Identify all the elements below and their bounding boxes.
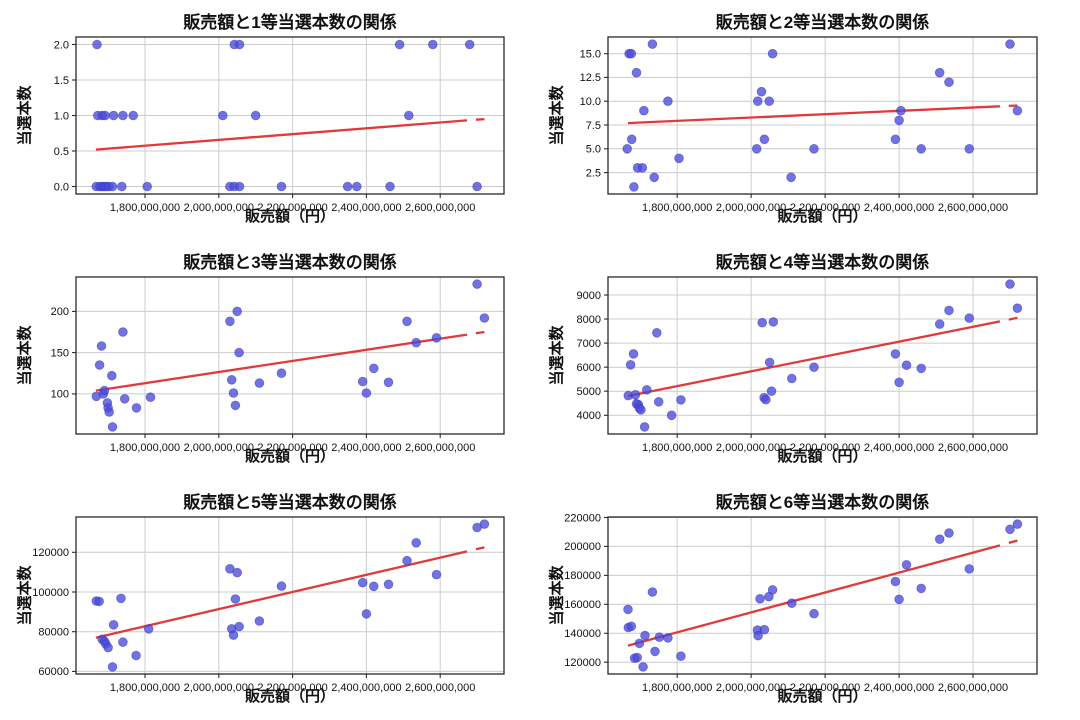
svg-text:100000: 100000 <box>32 587 69 599</box>
svg-text:2,200,000,000: 2,200,000,000 <box>257 202 327 214</box>
x-axis-label: 販売額（円） <box>777 208 868 225</box>
svg-text:2,400,000,000: 2,400,000,000 <box>864 682 934 694</box>
subplot-prize-1: 1,800,000,000 2,000,000,000 2,200,000,000 2… <box>0 0 540 240</box>
svg-text:12.5: 12.5 <box>580 72 601 84</box>
x-axis-label: 販売額（円） <box>244 448 335 465</box>
plot-title: 販売額と2等当選本数の関係 <box>715 13 930 32</box>
svg-text:7.5: 7.5 <box>586 120 601 132</box>
scatter-canvas-prize-3: 1,800,000,000 2,000,000,000 2,200,000,000 2… <box>0 240 540 480</box>
svg-text:2,600,000,000: 2,600,000,000 <box>938 442 1008 454</box>
svg-text:200: 200 <box>51 306 69 318</box>
svg-text:2,400,000,000: 2,400,000,000 <box>864 442 934 454</box>
svg-text:1.5: 1.5 <box>54 75 69 87</box>
svg-text:1,800,000,000: 1,800,000,000 <box>110 202 180 214</box>
svg-text:2,600,000,000: 2,600,000,000 <box>405 442 475 454</box>
subplot-prize-2: 1,800,000,000 2,000,000,000 2,200,000,000 2… <box>540 0 1080 240</box>
y-axis-label-text: 当選本数 <box>16 85 34 146</box>
svg-text:2,400,000,000: 2,400,000,000 <box>331 682 401 694</box>
scatter-canvas-prize-6: 1,800,000,000 2,000,000,000 2,200,000,000 2… <box>540 480 1080 720</box>
subplot-prize-3: 1,800,000,000 2,000,000,000 2,200,000,000 2… <box>0 240 540 480</box>
y-axis-label: 当選本数 <box>544 277 568 434</box>
svg-text:2.0: 2.0 <box>54 39 69 51</box>
svg-text:6000: 6000 <box>577 362 601 374</box>
svg-text:15.0: 15.0 <box>580 49 601 61</box>
subplot-prize-5: 1,800,000,000 2,000,000,000 2,200,000,000 2… <box>0 480 540 720</box>
svg-text:2,400,000,000: 2,400,000,000 <box>864 202 934 214</box>
y-axis-label: 当選本数 <box>544 37 568 194</box>
svg-text:2,200,000,000: 2,200,000,000 <box>257 442 327 454</box>
svg-text:2,600,000,000: 2,600,000,000 <box>405 682 475 694</box>
svg-text:2,000,000,000: 2,000,000,000 <box>716 442 786 454</box>
x-axis-label: 販売額（円） <box>244 688 335 705</box>
svg-text:140000: 140000 <box>564 628 601 640</box>
svg-text:2,400,000,000: 2,400,000,000 <box>331 202 401 214</box>
x-axis-label: 販売額（円） <box>777 448 868 465</box>
y-axis-label: 当選本数 <box>12 37 36 194</box>
svg-text:8000: 8000 <box>577 314 601 326</box>
svg-text:2,200,000,000: 2,200,000,000 <box>790 202 860 214</box>
svg-text:2,600,000,000: 2,600,000,000 <box>938 682 1008 694</box>
svg-text:2,200,000,000: 2,200,000,000 <box>790 682 860 694</box>
subplot-prize-4: 1,800,000,000 2,000,000,000 2,200,000,000 2… <box>540 240 1080 480</box>
svg-text:2,600,000,000: 2,600,000,000 <box>938 202 1008 214</box>
svg-text:120000: 120000 <box>564 657 601 669</box>
svg-text:100: 100 <box>51 389 69 401</box>
plot-title: 販売額と4等当選本数の関係 <box>715 253 930 272</box>
plot-title: 販売額と6等当選本数の関係 <box>715 493 930 512</box>
plot-title: 販売額と3等当選本数の関係 <box>183 253 397 272</box>
y-axis-label: 当選本数 <box>12 277 36 434</box>
svg-text:2.5: 2.5 <box>586 167 601 179</box>
scatter-canvas-prize-4: 1,800,000,000 2,000,000,000 2,200,000,000 2… <box>540 240 1080 480</box>
y-axis-label-text: 当選本数 <box>16 565 34 626</box>
svg-text:2,000,000,000: 2,000,000,000 <box>716 682 786 694</box>
svg-text:2,000,000,000: 2,000,000,000 <box>184 682 254 694</box>
scatter-canvas-prize-2: 1,800,000,000 2,000,000,000 2,200,000,000 2… <box>540 0 1080 240</box>
plot-title: 販売額と1等当選本数の関係 <box>183 13 397 32</box>
svg-text:2,600,000,000: 2,600,000,000 <box>405 202 475 214</box>
svg-text:1,800,000,000: 1,800,000,000 <box>110 442 180 454</box>
y-axis-label-text: 当選本数 <box>548 325 566 386</box>
y-axis-label: 当選本数 <box>544 517 568 674</box>
svg-text:2,200,000,000: 2,200,000,000 <box>257 682 327 694</box>
x-axis-label: 販売額（円） <box>244 208 335 225</box>
y-axis-label-text: 当選本数 <box>548 85 566 146</box>
svg-text:2,000,000,000: 2,000,000,000 <box>716 202 786 214</box>
svg-text:5.0: 5.0 <box>586 144 601 156</box>
svg-text:200000: 200000 <box>564 541 601 553</box>
svg-text:150: 150 <box>51 347 69 359</box>
plot-title: 販売額と5等当選本数の関係 <box>183 493 397 512</box>
svg-text:0.0: 0.0 <box>54 181 69 193</box>
svg-text:1,800,000,000: 1,800,000,000 <box>642 202 712 214</box>
svg-text:2,000,000,000: 2,000,000,000 <box>184 442 254 454</box>
subplot-prize-6: 1,800,000,000 2,000,000,000 2,200,000,000 2… <box>540 480 1080 720</box>
svg-text:160000: 160000 <box>564 599 601 611</box>
svg-text:5000: 5000 <box>577 386 601 398</box>
svg-text:0.5: 0.5 <box>54 146 69 158</box>
y-axis-label-text: 当選本数 <box>548 565 566 626</box>
scatter-canvas-prize-5: 1,800,000,000 2,000,000,000 2,200,000,000 2… <box>0 480 540 720</box>
svg-text:1,800,000,000: 1,800,000,000 <box>110 682 180 694</box>
svg-text:120000: 120000 <box>32 547 69 559</box>
svg-text:2,400,000,000: 2,400,000,000 <box>331 442 401 454</box>
svg-text:1.0: 1.0 <box>54 110 69 122</box>
svg-text:1,800,000,000: 1,800,000,000 <box>642 442 712 454</box>
svg-text:1,800,000,000: 1,800,000,000 <box>642 682 712 694</box>
svg-text:180000: 180000 <box>564 570 601 582</box>
svg-text:220000: 220000 <box>564 512 601 524</box>
y-axis-label: 当選本数 <box>12 517 36 674</box>
x-axis-label: 販売額（円） <box>777 688 868 705</box>
y-axis-label-text: 当選本数 <box>16 325 34 386</box>
svg-text:60000: 60000 <box>38 666 69 678</box>
svg-text:80000: 80000 <box>38 627 69 639</box>
svg-text:2,000,000,000: 2,000,000,000 <box>184 202 254 214</box>
scatter-canvas-prize-1: 1,800,000,000 2,000,000,000 2,200,000,000 2… <box>0 0 540 240</box>
svg-text:10.0: 10.0 <box>580 96 601 108</box>
svg-text:4000: 4000 <box>577 410 601 422</box>
svg-text:2,200,000,000: 2,200,000,000 <box>790 442 860 454</box>
svg-text:9000: 9000 <box>577 290 601 302</box>
svg-text:7000: 7000 <box>577 338 601 350</box>
